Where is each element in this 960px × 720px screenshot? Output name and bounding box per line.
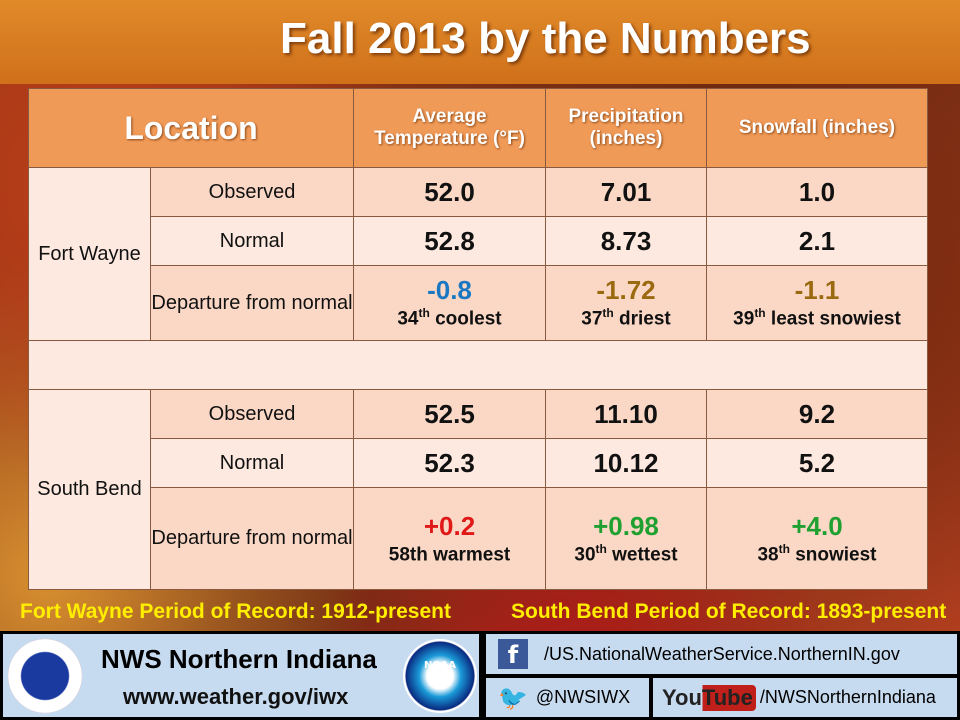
temp-departure: -0.8 34th coolest (353, 265, 546, 341)
fort-wayne-record: Fort Wayne Period of Record: 1912-presen… (20, 600, 451, 623)
data-row: Fort Wayne Observed 52.0 7.01 1.0 (28, 167, 928, 341)
row-label: Normal (150, 438, 354, 488)
rank-suffix: th (595, 541, 607, 556)
snow-value: 1.0 (706, 167, 928, 217)
title-banner: Fall 2013 by the Numbers (0, 0, 960, 84)
data-row: South Bend Observed 52.5 11.10 9.2 (28, 389, 928, 590)
rank-text: 58th warmest (354, 542, 545, 566)
website-link[interactable]: www.weather.gov/iwx (123, 684, 349, 709)
rank-label: wettest (606, 544, 678, 566)
page-title: Fall 2013 by the Numbers (280, 14, 811, 63)
rank-suffix: th (778, 541, 790, 556)
facebook-link[interactable]: /US.NationalWeatherService.NorthernIN.go… (544, 643, 900, 664)
location-name: South Bend (28, 389, 151, 590)
header-temp: Average Temperature (°F) (353, 88, 546, 168)
rank-label: coolest (429, 308, 502, 330)
precip-value: 8.73 (545, 216, 707, 266)
departure-value: +0.98 (593, 510, 659, 541)
departure-value: +0.2 (423, 510, 476, 541)
header-location: Location (28, 88, 354, 168)
header-row: Location Average Temperature (°F) Precip… (28, 88, 928, 168)
rank-number: 30 (574, 544, 596, 566)
rank-text: 37th driest (546, 306, 706, 330)
header-precip: Precipitation (inches) (545, 88, 707, 168)
departure-value: -1.1 (794, 275, 840, 306)
location-name: Fort Wayne (28, 167, 151, 341)
rank-label: driest (613, 308, 671, 330)
departure-value: -0.8 (427, 275, 472, 306)
nws-logo (8, 639, 82, 713)
precip-value: 7.01 (545, 167, 707, 217)
snow-value: 2.1 (706, 216, 928, 266)
precip-value: 11.10 (545, 389, 707, 439)
rank-number: 37 (581, 308, 603, 330)
stats-table: Location Average Temperature (°F) Precip… (28, 88, 928, 590)
rank-label: snowiest (789, 544, 877, 566)
snow-value: 5.2 (706, 438, 928, 488)
temp-value: 52.0 (353, 167, 546, 217)
south-bend-record: South Bend Period of Record: 1893-presen… (511, 600, 947, 623)
row-label: Departure from normal (150, 487, 354, 590)
temp-value: 52.3 (353, 438, 546, 488)
rank-text: 38th snowiest (707, 542, 927, 566)
data-row: Normal 52.3 10.12 5.2 (29, 438, 928, 488)
row-label: Normal (150, 216, 354, 266)
departure-row: Departure from normal -0.8 34th coolest -1.… (29, 265, 928, 341)
rank-suffix: th (754, 306, 766, 321)
temp-departure: +0.2 58th warmest (353, 487, 546, 590)
rank-label: warmest (427, 544, 511, 566)
row-label: Observed (150, 167, 354, 217)
departure-row: Departure from normal +0.2 58th warmest +0.… (29, 487, 928, 590)
twitter-icon: 🐦 (498, 683, 528, 712)
twitter-link[interactable]: @NWSIWX (535, 687, 631, 707)
data-row: Normal 52.8 8.73 2.1 (29, 216, 928, 266)
precip-departure: -1.72 37th driest (545, 265, 707, 341)
facebook-icon: f (498, 639, 528, 669)
row-label: Observed (150, 389, 354, 439)
row-label: Departure from normal (150, 265, 354, 341)
noaa-logo: NOAA (403, 639, 477, 713)
youtube-panel[interactable]: YouTube /NWSNorthernIndiana (653, 678, 957, 717)
rank-text: 39th least snowiest (707, 306, 927, 330)
facebook-panel[interactable]: f /US.NationalWeatherService.NorthernIN.… (486, 634, 957, 674)
rank-number: 38 (757, 544, 779, 566)
twitter-panel[interactable]: 🐦 @NWSIWX (486, 678, 649, 717)
departure-value: +4.0 (791, 510, 843, 541)
rank-number: 39 (733, 308, 755, 330)
snow-departure: -1.1 39th least snowiest (706, 265, 928, 341)
office-name: NWS Northern Indiana (101, 644, 377, 674)
rank-number: 58th (388, 544, 428, 566)
youtube-link[interactable]: /NWSNorthernIndiana (759, 687, 936, 707)
rank-label: least snowiest (765, 308, 901, 330)
spacer-row (28, 340, 928, 390)
office-panel: NWS Northern Indiana www.weather.gov/iwx… (3, 634, 479, 717)
temp-value: 52.5 (353, 389, 546, 439)
noaa-logo-text: NOAA (423, 659, 457, 671)
footer: NWS Northern Indiana www.weather.gov/iwx… (0, 631, 960, 720)
rank-text: 30th wettest (546, 542, 706, 566)
temp-value: 52.8 (353, 216, 546, 266)
departure-value: -1.72 (596, 275, 656, 306)
snow-departure: +4.0 38th snowiest (706, 487, 928, 590)
header-snow: Snowfall (inches) (706, 88, 928, 168)
youtube-icon: YouTube (659, 684, 756, 711)
rank-suffix: th (602, 306, 614, 321)
rank-suffix: th (418, 306, 430, 321)
rank-number: 34 (397, 308, 419, 330)
snow-value: 9.2 (706, 389, 928, 439)
precip-departure: +0.98 30th wettest (545, 487, 707, 590)
rank-text: 34th coolest (354, 306, 545, 330)
precip-value: 10.12 (545, 438, 707, 488)
